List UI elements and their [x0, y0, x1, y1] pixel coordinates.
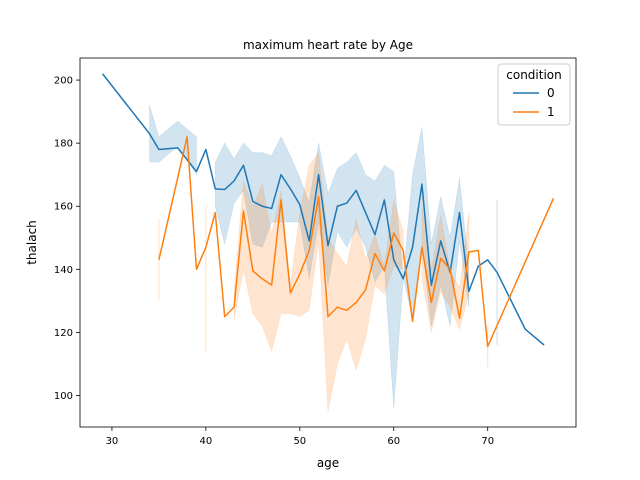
- plot-frame: [79, 57, 577, 428]
- legend-label-1: 1: [547, 105, 555, 119]
- legend-label-0: 0: [547, 86, 555, 100]
- series-line-0: [101, 73, 545, 346]
- y-tick-label: 160: [54, 202, 73, 213]
- y-tick-label: 200: [54, 76, 73, 87]
- y-tick-label: 180: [54, 139, 73, 150]
- ci-band-series-0: [215, 127, 470, 409]
- y-tick-label: 120: [54, 328, 73, 339]
- x-tick-label: 70: [481, 436, 494, 447]
- legend-title: condition: [506, 68, 561, 82]
- x-tick-label: 50: [293, 436, 306, 447]
- x-axis-label: age: [317, 456, 339, 470]
- x-tick-label: 40: [200, 436, 213, 447]
- legend: condition 0 1: [497, 63, 571, 126]
- series-lines: [101, 73, 555, 348]
- y-axis: 100 120 140 160 180 200: [54, 76, 80, 402]
- x-tick-label: 60: [387, 436, 400, 447]
- x-axis: 30 40 50 60 70: [106, 427, 494, 447]
- y-tick-label: 100: [54, 391, 73, 402]
- ci-band-series-1: [233, 151, 404, 412]
- ci-band-series-1: [421, 206, 470, 333]
- chart-title: maximum heart rate by Age: [243, 38, 413, 52]
- ci-band-series-0: [149, 105, 197, 176]
- legend-box: [497, 63, 571, 126]
- x-tick-label: 30: [106, 436, 119, 447]
- y-axis-label: thalach: [25, 220, 39, 265]
- confidence-bands: [149, 105, 498, 412]
- y-tick-label: 140: [54, 265, 73, 276]
- series-line-1: [158, 136, 555, 348]
